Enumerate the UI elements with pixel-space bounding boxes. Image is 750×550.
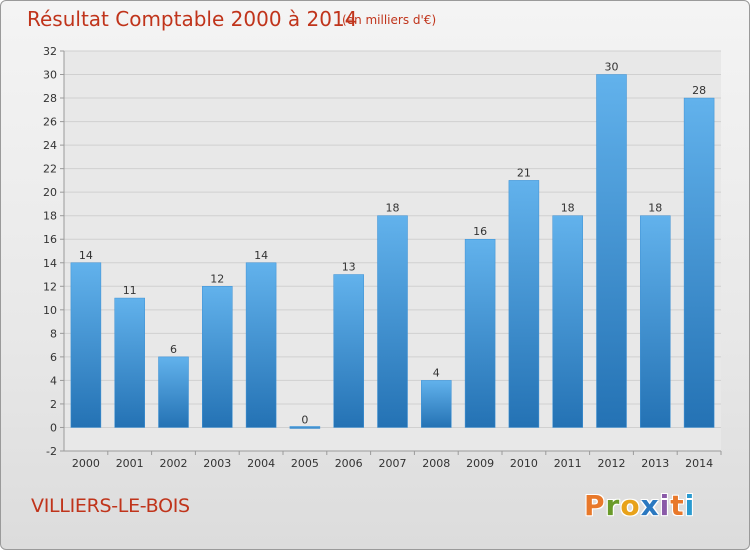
- x-tick-label: 2004: [247, 457, 275, 470]
- logo-letter: o: [620, 489, 641, 522]
- data-label-2006: 13: [342, 261, 356, 274]
- logo-letter: t: [670, 489, 685, 522]
- data-label-2002: 6: [170, 343, 177, 356]
- y-tick-label: 4: [50, 374, 57, 387]
- x-axis-ticks: 2000 2001 2002 2003 2004 2005 2006 2007 2008 2009…: [72, 451, 722, 470]
- x-tick-label: 2008: [422, 457, 450, 470]
- data-label-2004: 14: [254, 249, 268, 262]
- bar-2013: [640, 215, 671, 428]
- y-tick-label: 6: [50, 351, 57, 364]
- x-tick-label: 2013: [641, 457, 669, 470]
- data-label-2001: 11: [123, 284, 137, 297]
- bar-2009: [464, 238, 496, 428]
- y-tick-label: 24: [43, 139, 57, 152]
- x-tick-label: 2002: [160, 457, 188, 470]
- data-label-2007: 18: [386, 202, 400, 215]
- y-tick-label: 30: [43, 69, 57, 82]
- y-tick-label: 0: [50, 421, 57, 434]
- chart-subtitle: (en milliers d'€): [342, 13, 437, 27]
- bar-2012: [596, 74, 627, 428]
- y-tick-label: -2: [46, 445, 57, 458]
- bar-2002: [158, 356, 189, 428]
- bar-2011: [552, 215, 583, 428]
- x-tick-label: 2003: [203, 457, 231, 470]
- y-tick-label: 2: [50, 398, 57, 411]
- data-label-2005: 0: [301, 413, 308, 426]
- bar-2005: [289, 426, 321, 429]
- logo-letter: i: [659, 489, 671, 522]
- data-label-2012: 30: [605, 61, 619, 74]
- y-tick-label: 26: [43, 116, 57, 129]
- x-tick-label: 2001: [116, 457, 144, 470]
- logo-letter: x: [640, 489, 660, 522]
- x-tick-label: 2014: [685, 457, 713, 470]
- y-tick-label: 12: [43, 280, 57, 293]
- bar-2000: [70, 262, 102, 428]
- y-tick-label: 16: [43, 233, 57, 246]
- data-label-2000: 14: [79, 249, 93, 262]
- bar-2008: [421, 380, 452, 428]
- logo-letter: r: [605, 489, 621, 522]
- bar-2003: [202, 286, 233, 428]
- x-tick-label: 2010: [510, 457, 538, 470]
- x-tick-label: 2012: [598, 457, 626, 470]
- data-label-2013: 18: [648, 202, 662, 215]
- bar-2001: [114, 297, 145, 428]
- x-tick-label: 2006: [335, 457, 363, 470]
- logo-letter: i: [684, 489, 696, 522]
- bar-2014: [683, 97, 715, 428]
- bar-2007: [377, 215, 408, 428]
- proxiti-logo[interactable]: Proxiti: [584, 489, 695, 522]
- bar-2004: [245, 262, 277, 428]
- y-tick-label: 28: [43, 92, 57, 105]
- x-tick-label: 2009: [466, 457, 494, 470]
- data-label-2010: 21: [517, 166, 531, 179]
- town-name: VILLIERS-LE-BOIS: [31, 495, 190, 517]
- y-tick-label: 18: [43, 210, 57, 223]
- x-tick-label: 2007: [379, 457, 407, 470]
- y-tick-label: 22: [43, 163, 57, 176]
- y-tick-label: 32: [43, 45, 57, 58]
- data-label-2003: 12: [210, 272, 224, 285]
- bars: 14 11 6 12 14 0 13 18 4 16 21 18 30 18 28: [70, 61, 715, 429]
- data-label-2009: 16: [473, 225, 487, 238]
- data-label-2008: 4: [433, 366, 440, 379]
- data-label-2011: 18: [561, 202, 575, 215]
- x-tick-label: 2005: [291, 457, 319, 470]
- y-tick-label: 20: [43, 186, 57, 199]
- x-tick-label: 2011: [554, 457, 582, 470]
- x-tick-label: 2000: [72, 457, 100, 470]
- bar-2006: [333, 274, 364, 428]
- chart-title: Résultat Comptable 2000 à 2014: [27, 7, 358, 31]
- logo-letter: P: [584, 489, 606, 522]
- y-tick-label: 8: [50, 327, 57, 340]
- y-tick-label: 14: [43, 257, 57, 270]
- data-label-2014: 28: [692, 84, 706, 97]
- y-tick-label: 10: [43, 304, 57, 317]
- bar-2010: [508, 180, 540, 428]
